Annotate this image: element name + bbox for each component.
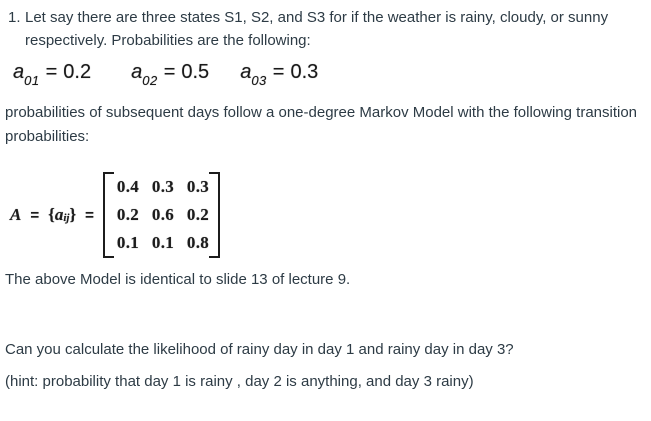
matrix-cell: 0.1 [116, 233, 140, 252]
equals-sign: = [45, 61, 58, 83]
brace-close: } [69, 205, 77, 224]
initial-probability-a02: a02 = 0.5 [131, 61, 210, 88]
transition-line-1: probabilities of subsequent days follow … [5, 104, 638, 121]
subscript-03: 03 [251, 73, 267, 88]
transition-matrix-figure: A = {a ij} = 0.4 0.3 0.3 0.2 0.6 0.2 0.1 … [10, 172, 220, 258]
subscript-01: 01 [24, 73, 40, 88]
matrix-cell: 0.8 [186, 233, 210, 252]
equals-sign: = [272, 61, 285, 83]
probability-value: 0.5 [181, 61, 210, 83]
problem-intro: Let say there are three states S1, S2, a… [25, 6, 648, 52]
entry-subscript-ij: ij [63, 212, 70, 224]
probability-value: 0.2 [63, 61, 92, 83]
equals-sign: = [30, 206, 40, 224]
matrix-cell: 0.6 [151, 205, 175, 224]
model-note: The above Model is identical to slide 13… [5, 271, 351, 288]
equals-sign: = [85, 206, 94, 224]
question-text: Can you calculate the likelihood of rain… [5, 341, 514, 358]
transition-line-2: probabilities: [5, 127, 90, 145]
matrix-cell: 0.1 [151, 233, 175, 252]
matrix-cell: 0.2 [116, 205, 140, 224]
brace-open: { [48, 205, 55, 224]
matrix-row-3: 0.1 0.1 0.8 [117, 229, 214, 257]
matrix-cell: 0.2 [186, 205, 210, 224]
intro-line-2: respectively. Probabilities are the foll… [25, 32, 311, 49]
variable-a: a [240, 61, 252, 83]
subscript-02: 02 [142, 73, 158, 88]
matrix-label: A = {a ij} = [10, 205, 103, 225]
hint-text: (hint: probability that day 1 is rainy ,… [5, 373, 474, 390]
initial-probability-a03: a03 = 0.3 [240, 61, 319, 88]
matrix-brackets: 0.4 0.3 0.3 0.2 0.6 0.2 0.1 0.1 0.8 [102, 172, 220, 258]
entry-variable: a [54, 205, 64, 224]
initial-probabilities-row: a01 = 0.2 a02 = 0.5 a03 = 0.3 [13, 61, 319, 88]
variable-a: a [13, 61, 25, 83]
matrix-row-1: 0.4 0.3 0.3 [117, 173, 214, 201]
equals-sign: = [163, 61, 176, 83]
transition-paragraph: probabilities of subsequent days follow … [5, 101, 649, 148]
probability-value: 0.3 [290, 61, 319, 83]
matrix-cell: 0.4 [116, 177, 140, 196]
matrix-cell: 0.3 [186, 177, 210, 196]
matrix-cell: 0.3 [151, 177, 175, 196]
matrix-name: A [10, 205, 22, 224]
variable-a: a [131, 61, 143, 83]
initial-probability-a01: a01 = 0.2 [13, 61, 92, 88]
matrix-row-2: 0.2 0.6 0.2 [117, 201, 214, 229]
list-number: 1. [8, 9, 21, 26]
intro-line-1: Let say there are three states S1, S2, a… [25, 9, 609, 26]
problem-item-1: 1. Let say there are three states S1, S2… [8, 6, 648, 52]
